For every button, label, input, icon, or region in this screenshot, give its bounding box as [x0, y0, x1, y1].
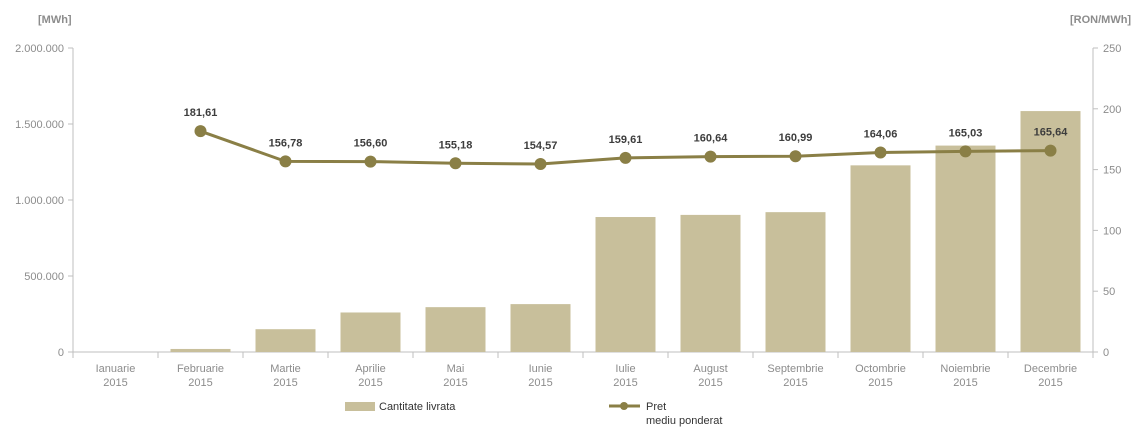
- price-data-label: 154,57: [524, 140, 558, 152]
- bar: [425, 307, 486, 352]
- bar: [765, 212, 826, 352]
- bar: [850, 165, 911, 352]
- x-tick-label: Ianuarie 2015: [96, 363, 136, 389]
- legend: Cantitate livrata Pret mediu ponderat: [345, 401, 722, 427]
- price-point: [959, 145, 972, 158]
- price-point: [534, 158, 547, 171]
- x-tick-label: Octombrie 2015: [855, 363, 906, 389]
- legend-label-bars: Cantitate livrata: [379, 401, 456, 413]
- price-point: [1044, 144, 1057, 157]
- y2-tick-label: 0: [1103, 347, 1109, 359]
- price-data-label: 160,99: [779, 132, 813, 144]
- x-tick-label: August 2015: [693, 363, 727, 389]
- y-tick-label: 500.000: [24, 271, 64, 283]
- bar: [595, 217, 656, 352]
- price-data-label: 181,61: [184, 107, 218, 119]
- y-tick-label: 0: [58, 347, 64, 359]
- y2-tick-label: 200: [1103, 104, 1121, 116]
- x-tick-label: Martie 2015: [270, 363, 301, 389]
- price-data-label: 159,61: [609, 134, 643, 146]
- bars: [170, 111, 1081, 352]
- y2-axis-label: [RON/MWh]: [1070, 14, 1131, 26]
- x-tick-label: Februarie 2015: [177, 363, 224, 389]
- price-point: [449, 157, 462, 170]
- x-tick-label: Aprilie 2015: [355, 363, 386, 389]
- y-tick-label: 1.000.000: [15, 195, 64, 207]
- x-tick-label: Mai 2015: [443, 363, 467, 389]
- y2-tick-label: 250: [1103, 43, 1121, 55]
- price-point: [279, 155, 292, 168]
- price-line: 181,61 156,78 156,60 155,18 154,57 159,61 160,…: [184, 107, 1069, 171]
- legend-swatch-bars: [345, 402, 375, 411]
- x-tick-label: Iunie 2015: [528, 363, 552, 389]
- bar: [340, 312, 401, 352]
- x-tick-label: Decembrie 2015: [1024, 363, 1077, 389]
- price-data-label: 164,06: [864, 129, 898, 141]
- price-data-label: 160,64: [694, 133, 729, 145]
- bar: [255, 329, 316, 352]
- bar: [935, 145, 996, 352]
- legend-label-line: Pret mediu ponderat: [646, 401, 722, 427]
- price-point: [789, 150, 802, 163]
- price-data-label: 155,18: [439, 139, 473, 151]
- price-point: [364, 155, 377, 168]
- legend-swatch-marker: [620, 402, 628, 410]
- y-axis-label: [MWh]: [38, 14, 72, 26]
- y-tick-label: 1.500.000: [15, 119, 64, 131]
- axes: 2.000.000 1.500.000 1.000.000 500.000 0 250 20…: [15, 43, 1121, 389]
- x-tick-label: Iulie 2015: [613, 363, 637, 389]
- y-tick-label: 2.000.000: [15, 43, 64, 55]
- y2-tick-label: 100: [1103, 225, 1121, 237]
- y2-tick-label: 50: [1103, 286, 1115, 298]
- bar: [170, 348, 231, 352]
- bar: [680, 214, 741, 352]
- price-data-label: 165,64: [1034, 127, 1069, 139]
- price-data-label: 165,03: [949, 127, 983, 139]
- price-data-label: 156,78: [269, 137, 303, 149]
- price-data-label: 156,60: [354, 138, 388, 150]
- price-point: [194, 125, 207, 138]
- x-tick-label: Noiembrie 2015: [940, 363, 990, 389]
- price-point: [874, 146, 887, 159]
- price-point: [619, 151, 632, 164]
- x-tick-label: Septembrie 2015: [767, 363, 823, 389]
- bar: [510, 304, 571, 352]
- price-point: [704, 150, 717, 163]
- y2-tick-label: 150: [1103, 165, 1121, 177]
